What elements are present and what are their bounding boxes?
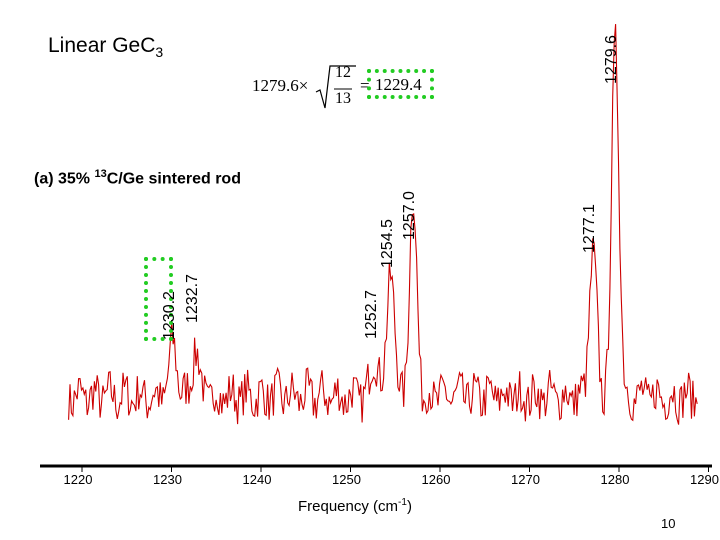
- formula-numerator: 12: [335, 64, 351, 81]
- peak-label-1232-7: 1232.7: [183, 274, 201, 323]
- peak-label-1254-5: 1254.5: [378, 219, 396, 268]
- x-tick-label: 1270: [511, 472, 540, 487]
- peak-1230-highlight: [144, 257, 173, 341]
- formula-denominator: 13: [335, 90, 351, 107]
- x-axis-label: Frequency (cm-1): [298, 497, 412, 515]
- peak-label-1257-0: 1257.0: [401, 191, 419, 240]
- chart-title: Linear GeC3: [48, 34, 163, 60]
- x-axis-tick-labels: 1220 1230 1240 1250 1260 1270 1280 1290: [64, 472, 719, 487]
- spectrum-series-line: [68, 24, 698, 425]
- formula-result-highlight: 1229.4: [367, 69, 434, 99]
- subtitle-superscript: 13: [94, 168, 107, 180]
- subtitle-suffix: C/Ge sintered rod: [106, 170, 241, 188]
- title-prefix: Linear Ge: [48, 34, 141, 57]
- title-subscript: 3: [155, 44, 164, 61]
- xlabel-suffix: ): [406, 498, 412, 515]
- x-tick-label: 1290: [690, 472, 719, 487]
- x-tick-label: 1260: [422, 472, 451, 487]
- formula-result: 1229.4: [375, 75, 422, 94]
- subtitle-prefix: (a) 35%: [34, 170, 95, 188]
- sample-description: (a) 35% 13C/Ge sintered rod: [34, 168, 241, 188]
- xlabel-prefix: Frequency (cm: [298, 498, 399, 515]
- peak-label-1279-6: 1279.6: [603, 35, 621, 84]
- x-tick-label: 1220: [64, 472, 93, 487]
- formula-coefficient: 1279.6×: [252, 76, 309, 95]
- peak-label-1277-1: 1277.1: [581, 204, 599, 253]
- xlabel-superscript: -1: [398, 497, 407, 508]
- formula-equals: =: [360, 76, 370, 95]
- peak-label-1252-7: 1252.7: [362, 290, 380, 339]
- x-tick-label: 1280: [601, 472, 630, 487]
- peak-label-1230-2: 1230.2: [161, 291, 179, 340]
- x-tick-label: 1250: [332, 472, 361, 487]
- title-c: C: [140, 34, 156, 57]
- x-tick-label: 1230: [153, 472, 182, 487]
- page-number: 10: [661, 516, 676, 531]
- x-tick-label: 1240: [243, 472, 272, 487]
- sqrt-sign-icon: [315, 65, 356, 109]
- isotope-shift-formula: 1279.6× 12 13 =: [252, 62, 452, 114]
